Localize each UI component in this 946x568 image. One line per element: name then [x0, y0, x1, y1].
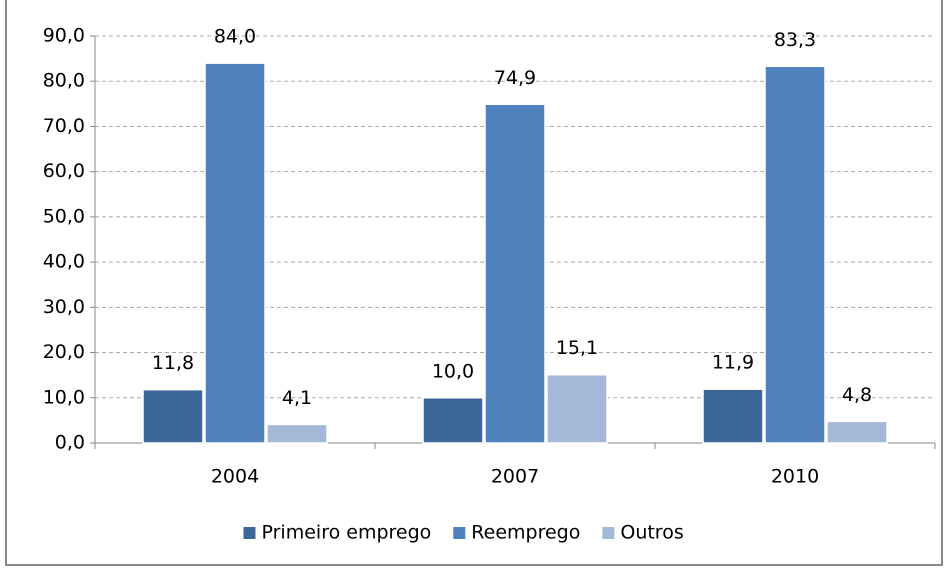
bar [204, 62, 266, 444]
bar [764, 65, 826, 444]
value-label: 74,9 [494, 67, 536, 89]
y-tick-label: 80,0 [43, 70, 85, 92]
y-tick-label: 60,0 [43, 160, 85, 182]
legend-swatch [243, 527, 256, 539]
y-tick-label: 40,0 [43, 251, 85, 273]
value-label: 15,1 [556, 337, 598, 359]
bar [266, 423, 328, 444]
value-label: 10,0 [432, 360, 474, 382]
bar [422, 397, 484, 444]
legend-swatch [602, 527, 615, 539]
x-tick-label: 2004 [211, 466, 259, 488]
y-tick-label: 30,0 [43, 296, 85, 318]
value-label: 4,8 [842, 384, 872, 406]
legend-swatch [453, 527, 466, 539]
bar [826, 420, 888, 444]
y-tick-label: 50,0 [43, 205, 85, 227]
y-tick-label: 20,0 [43, 341, 85, 363]
y-tick-label: 90,0 [43, 25, 85, 47]
bar [484, 103, 546, 444]
bar [546, 373, 608, 444]
y-tick-label: 0,0 [55, 432, 85, 454]
x-tick-label: 2007 [491, 466, 539, 488]
value-label: 11,8 [152, 352, 194, 374]
value-label: 84,0 [214, 26, 256, 48]
value-label: 11,9 [712, 352, 754, 374]
bar [702, 388, 764, 444]
y-tick-label: 70,0 [43, 115, 85, 137]
legend-label: Primeiro emprego [262, 522, 432, 544]
bar [142, 388, 204, 444]
y-tick-label: 10,0 [43, 386, 85, 408]
legend-label: Outros [620, 522, 683, 544]
value-label: 4,1 [282, 387, 312, 409]
legend-label: Reemprego [471, 522, 580, 544]
x-tick-label: 2010 [771, 466, 819, 488]
value-label: 83,3 [774, 29, 816, 51]
